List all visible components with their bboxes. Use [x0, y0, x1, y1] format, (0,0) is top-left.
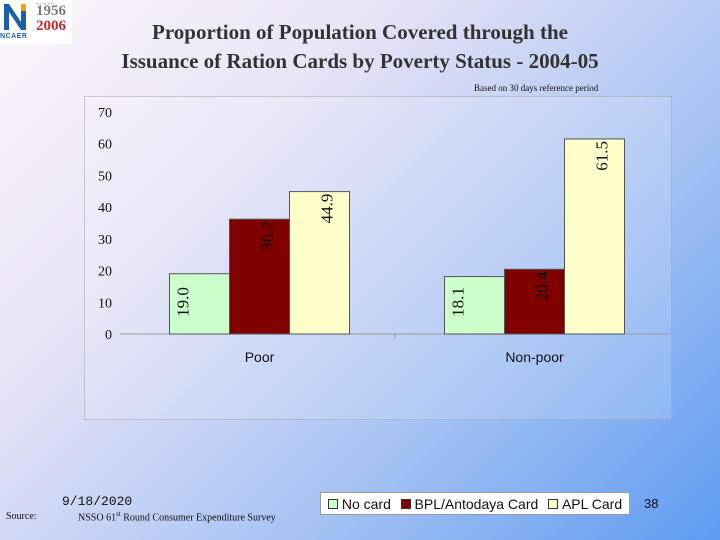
- bar-non-poor-2: [564, 138, 625, 335]
- ncaer-n-logo-icon: [4, 4, 26, 30]
- plot-area: 0 10 20 30 40 50 60 70 19.0 36.2 44.9 Poor 18.1 20.4 6…: [98, 106, 670, 365]
- bar-non-poor-1: [504, 268, 565, 335]
- source-label: Source:: [6, 511, 37, 522]
- survey-prefix: NSSO 61: [78, 512, 117, 524]
- survey-superscript: st: [116, 510, 121, 518]
- y-tick-label-3: 30: [98, 233, 112, 248]
- data-label-non-poor-0: 18.1: [449, 287, 468, 317]
- legend-item-bpl-card: BPL/Antodaya Card: [400, 495, 539, 512]
- survey-suffix: Round Consumer Expenditure Survey: [120, 512, 276, 524]
- title-line-2: Issuance of Ration Cards by Poverty Stat…: [121, 49, 599, 73]
- legend-item-no-card: No card: [327, 495, 391, 512]
- y-tick-label-4: 40: [98, 201, 112, 216]
- y-tick-label-0: 0: [105, 328, 112, 343]
- bar-poor-0: [169, 273, 230, 335]
- logo-year-start: 1956: [36, 3, 66, 19]
- legend-label-bpl-card: BPL/Antodaya Card: [414, 495, 539, 512]
- bar-chart: 0 10 20 30 40 50 60 70 19.0 36.2 44.9 Poor 18.1 20.4 6…: [84, 96, 672, 420]
- y-tick-label-2: 20: [98, 265, 112, 280]
- x-category-label-0: Poor: [245, 349, 275, 365]
- data-label-poor-1: 36.2: [258, 221, 277, 251]
- legend-swatch-apl-card: [547, 498, 558, 509]
- chart-area: 0 10 20 30 40 50 60 70 19.0 36.2 44.9 Poor 18.1 20.4 6…: [84, 96, 672, 515]
- title-line-1: Proportion of Population Covered through…: [152, 20, 568, 44]
- ncaer-logo: NCAER NCAER 1956 2006: [0, 0, 72, 44]
- data-label-poor-2: 44.9: [318, 194, 337, 224]
- y-tick-label-6: 60: [98, 138, 112, 153]
- slide-title: Proportion of Population Covered through…: [60, 18, 660, 76]
- logo-org-text: NCAER: [0, 33, 28, 40]
- logo-tagline: NCAER: [36, 1, 56, 6]
- slide-date: 9/18/2020: [62, 494, 133, 509]
- legend-swatch-no-card: [327, 498, 338, 509]
- legend-swatch-bpl-card: [400, 498, 411, 509]
- legend-item-apl-card: APL Card: [547, 495, 623, 512]
- y-tick-label-5: 50: [98, 169, 112, 184]
- reference-period-note: Based on 30 days reference period: [474, 83, 599, 93]
- legend-label-apl-card: APL Card: [561, 495, 623, 512]
- data-label-non-poor-2: 61.5: [593, 141, 612, 171]
- logo-years: 1956 2006: [36, 4, 66, 34]
- y-tick-label-1: 10: [98, 296, 112, 311]
- legend-label-no-card: No card: [341, 495, 391, 512]
- page-number: 38: [644, 496, 659, 511]
- data-label-poor-0: 19.0: [174, 287, 193, 317]
- x-category-label-1: Non-poor: [505, 349, 564, 365]
- chart-legend: No card BPL/Antodaya Card APL Card: [320, 492, 630, 515]
- bar-poor-1: [229, 218, 290, 335]
- source-survey: NSSO 61st Round Consumer Expenditure Sur…: [78, 510, 276, 523]
- bar-non-poor-0: [444, 276, 505, 335]
- data-label-non-poor-1: 20.4: [533, 271, 552, 301]
- logo-year-end: 2006: [36, 18, 66, 34]
- y-tick-label-7: 70: [98, 106, 112, 121]
- bar-poor-2: [289, 191, 350, 335]
